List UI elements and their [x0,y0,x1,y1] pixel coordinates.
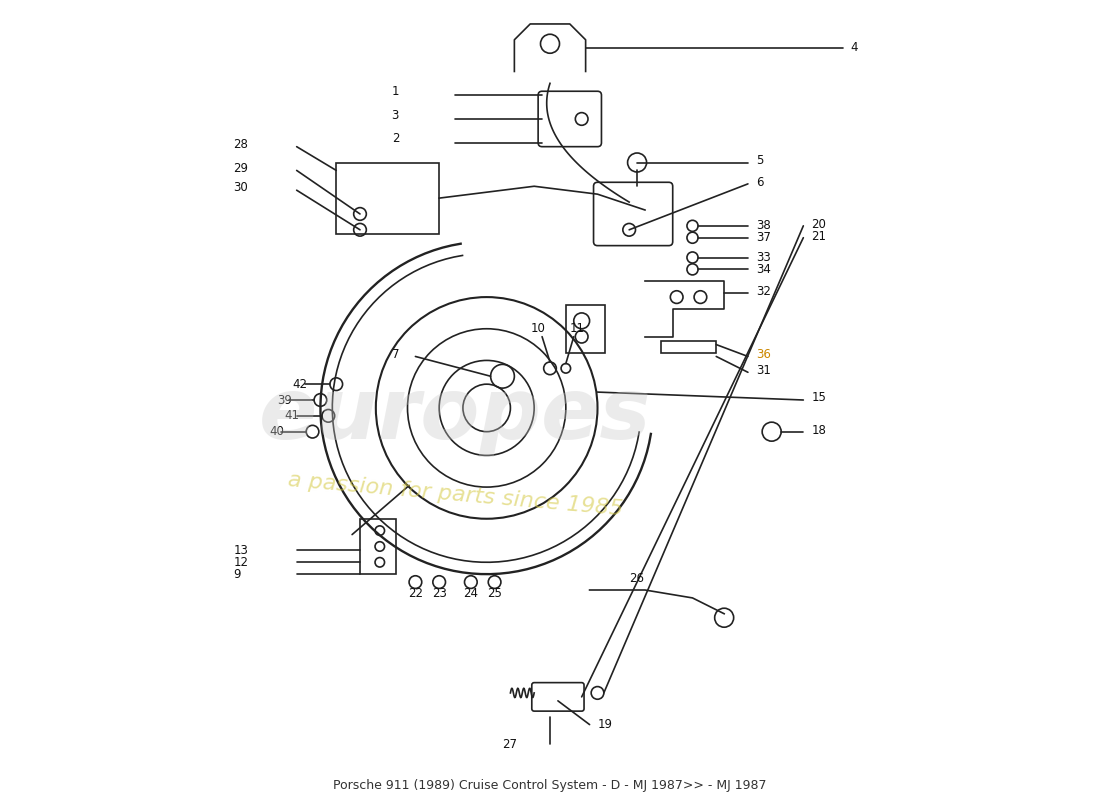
Text: 30: 30 [233,182,249,194]
Text: 36: 36 [756,347,771,361]
Text: 13: 13 [233,544,249,557]
Text: 31: 31 [756,364,771,378]
Text: 25: 25 [487,587,502,601]
Text: 38: 38 [756,219,771,232]
Text: 34: 34 [756,263,771,276]
Text: 41: 41 [285,410,300,422]
Text: 40: 40 [270,425,284,438]
Text: 15: 15 [812,391,826,404]
Bar [661,341,716,353]
Text: 32: 32 [756,285,771,298]
Text: 5: 5 [756,154,763,166]
Text: 27: 27 [503,738,517,751]
Bar [337,162,439,234]
Text: 12: 12 [233,556,249,569]
Text: 6: 6 [756,176,763,189]
Text: 24: 24 [463,587,478,601]
Text: 20: 20 [812,218,826,230]
Text: 29: 29 [233,162,249,174]
Text: 1: 1 [392,85,399,98]
Text: 7: 7 [392,347,399,361]
Text: 19: 19 [597,718,613,731]
Text: 21: 21 [812,230,826,242]
Text: europes: europes [258,374,651,458]
Text: a passion for parts since 1985: a passion for parts since 1985 [287,470,624,520]
Text: 39: 39 [277,394,292,406]
Text: 9: 9 [233,568,241,581]
Text: 22: 22 [408,587,422,601]
Text: 42: 42 [293,378,308,390]
Text: 4: 4 [850,42,858,54]
Text: 33: 33 [756,251,771,264]
Text: Porsche 911 (1989) Cruise Control System - D - MJ 1987>> - MJ 1987: Porsche 911 (1989) Cruise Control System… [333,779,767,792]
Text: 3: 3 [392,109,399,122]
Text: 28: 28 [233,138,249,150]
Bar [360,518,396,574]
Bar [565,305,605,353]
Text: 23: 23 [431,587,447,601]
Text: 18: 18 [812,423,826,437]
Text: 2: 2 [392,132,399,146]
Text: 10: 10 [530,322,546,335]
Text: 37: 37 [756,231,771,244]
Text: 11: 11 [570,322,585,335]
Text: 26: 26 [629,572,645,585]
